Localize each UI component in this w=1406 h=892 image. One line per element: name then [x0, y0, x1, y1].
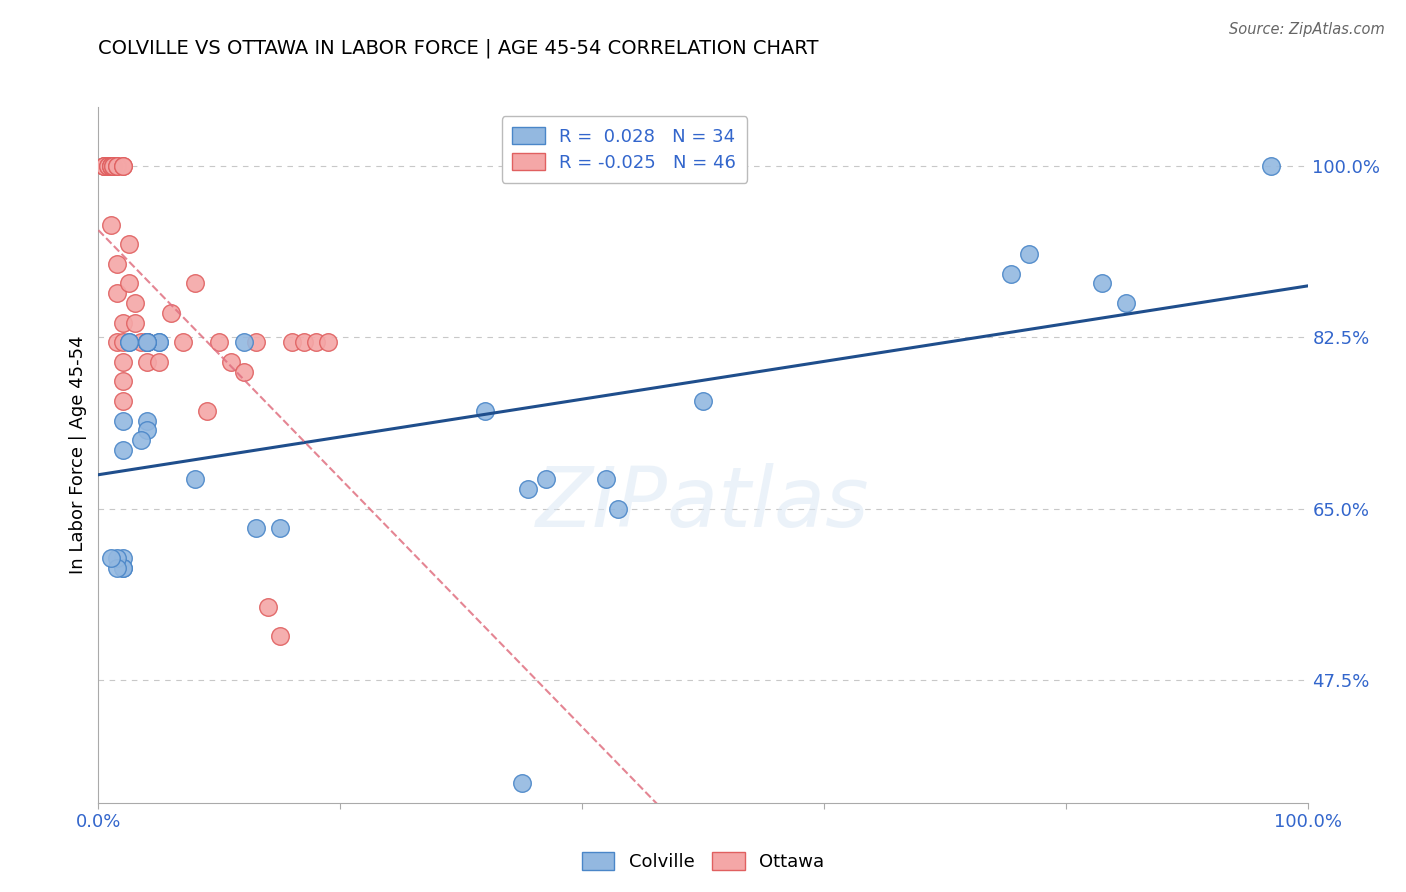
Point	[1115, 296, 1137, 310]
Point	[232, 365, 254, 379]
Legend: R =  0.028   N = 34, R = -0.025   N = 46: R = 0.028 N = 34, R = -0.025 N = 46	[502, 116, 747, 183]
Point	[118, 237, 141, 252]
Point	[111, 159, 134, 173]
Point	[135, 335, 157, 350]
Point	[135, 335, 157, 350]
Point	[105, 159, 128, 173]
Point	[269, 629, 291, 643]
Point	[105, 560, 128, 574]
Point	[292, 335, 315, 350]
Text: Source: ZipAtlas.com: Source: ZipAtlas.com	[1229, 22, 1385, 37]
Point	[111, 550, 134, 565]
Point	[135, 335, 157, 350]
Point	[595, 472, 617, 486]
Point	[118, 277, 141, 291]
Point	[111, 316, 134, 330]
Point	[135, 335, 157, 350]
Point	[97, 159, 120, 173]
Point	[534, 472, 557, 486]
Point	[111, 394, 134, 409]
Point	[160, 306, 183, 320]
Point	[221, 355, 243, 369]
Point	[135, 414, 157, 428]
Text: COLVILLE VS OTTAWA IN LABOR FORCE | AGE 45-54 CORRELATION CHART: COLVILLE VS OTTAWA IN LABOR FORCE | AGE …	[98, 38, 818, 58]
Point	[510, 776, 533, 790]
Point	[111, 159, 134, 173]
Point	[1018, 247, 1040, 261]
Point	[118, 335, 141, 350]
Point	[111, 375, 134, 389]
Point	[111, 560, 134, 574]
Point	[100, 218, 122, 232]
Point	[135, 335, 157, 350]
Point	[1091, 277, 1114, 291]
Point	[148, 355, 170, 369]
Point	[305, 335, 328, 350]
Point	[105, 550, 128, 565]
Point	[105, 159, 128, 173]
Point	[93, 159, 115, 173]
Point	[1260, 159, 1282, 173]
Point	[269, 521, 291, 535]
Point	[124, 296, 146, 310]
Point	[692, 394, 714, 409]
Point	[129, 434, 152, 448]
Point	[101, 159, 124, 173]
Point	[111, 355, 134, 369]
Point	[316, 335, 339, 350]
Point	[97, 159, 120, 173]
Point	[184, 472, 207, 486]
Point	[105, 257, 128, 271]
Point	[256, 599, 278, 614]
Point	[111, 414, 134, 428]
Point	[100, 159, 122, 173]
Point	[118, 335, 141, 350]
Point	[474, 404, 496, 418]
Point	[195, 404, 218, 418]
Point	[111, 560, 134, 574]
Point	[105, 286, 128, 301]
Point	[124, 316, 146, 330]
Point	[100, 550, 122, 565]
Point	[111, 443, 134, 458]
Point	[245, 335, 267, 350]
Point	[516, 482, 538, 496]
Point	[281, 335, 304, 350]
Point	[232, 335, 254, 350]
Point	[93, 159, 115, 173]
Point	[148, 335, 170, 350]
Point	[111, 335, 134, 350]
Y-axis label: In Labor Force | Age 45-54: In Labor Force | Age 45-54	[69, 335, 87, 574]
Point	[172, 335, 194, 350]
Point	[100, 159, 122, 173]
Text: ZIPatlas: ZIPatlas	[536, 463, 870, 544]
Point	[105, 335, 128, 350]
Point	[1000, 267, 1022, 281]
Point	[93, 159, 115, 173]
Point	[148, 335, 170, 350]
Legend: Colville, Ottawa: Colville, Ottawa	[575, 846, 831, 879]
Point	[101, 159, 124, 173]
Point	[184, 277, 207, 291]
Point	[607, 501, 630, 516]
Point	[100, 159, 122, 173]
Point	[245, 521, 267, 535]
Point	[208, 335, 231, 350]
Point	[135, 424, 157, 438]
Point	[129, 335, 152, 350]
Point	[135, 355, 157, 369]
